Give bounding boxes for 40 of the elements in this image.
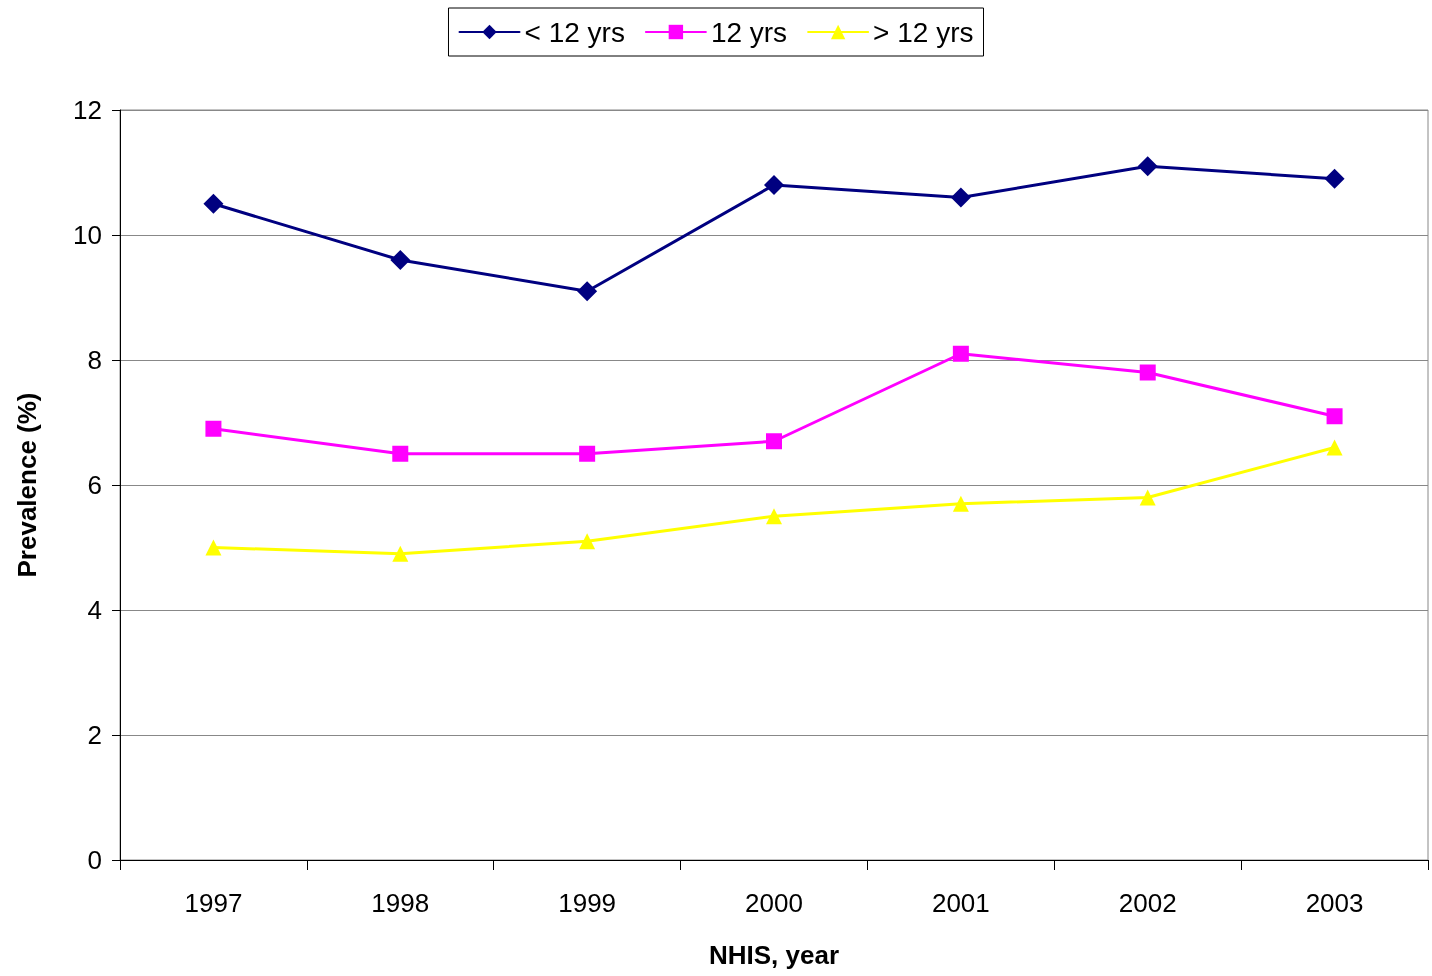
y-axis-title: Prevalence (%) — [12, 392, 42, 578]
point — [1326, 408, 1343, 425]
legend-label: > 12 yrs — [873, 16, 974, 48]
legend-label: < 12 yrs — [524, 16, 625, 48]
y-tick-label: 12 — [73, 95, 102, 125]
point — [1139, 364, 1156, 381]
point — [766, 508, 782, 525]
point — [205, 420, 222, 437]
point — [952, 345, 969, 362]
y-tick-label: 2 — [87, 720, 102, 750]
x-tick-label: 2003 — [1305, 888, 1364, 918]
x-axis-title: NHIS, year — [708, 940, 840, 970]
point — [950, 187, 971, 208]
point — [952, 495, 969, 512]
x-tick-label: 2002 — [1118, 888, 1177, 918]
point — [1326, 439, 1343, 456]
point — [1139, 489, 1156, 506]
x-tick-label: 1998 — [371, 888, 430, 918]
legend-label: 12 yrs — [710, 16, 788, 48]
point — [766, 433, 782, 450]
point — [392, 445, 409, 462]
point — [392, 545, 409, 562]
point — [203, 193, 224, 214]
point — [577, 281, 598, 302]
point — [579, 445, 596, 462]
y-tick-label: 0 — [87, 845, 102, 875]
y-tick-label: 4 — [87, 595, 102, 625]
x-tick-label: 1999 — [558, 888, 617, 918]
y-tick-label: 8 — [87, 345, 102, 375]
y-tick-label: 6 — [87, 470, 102, 500]
point — [390, 250, 411, 270]
x-tick-label: 2001 — [931, 888, 990, 918]
point — [1324, 168, 1345, 189]
point — [764, 175, 784, 195]
y-tick-label: 10 — [73, 220, 102, 250]
point — [579, 533, 596, 550]
x-tick-label: 1997 — [184, 888, 243, 918]
x-tick-label: 2000 — [745, 888, 803, 918]
point — [205, 539, 222, 556]
point — [1137, 156, 1158, 177]
